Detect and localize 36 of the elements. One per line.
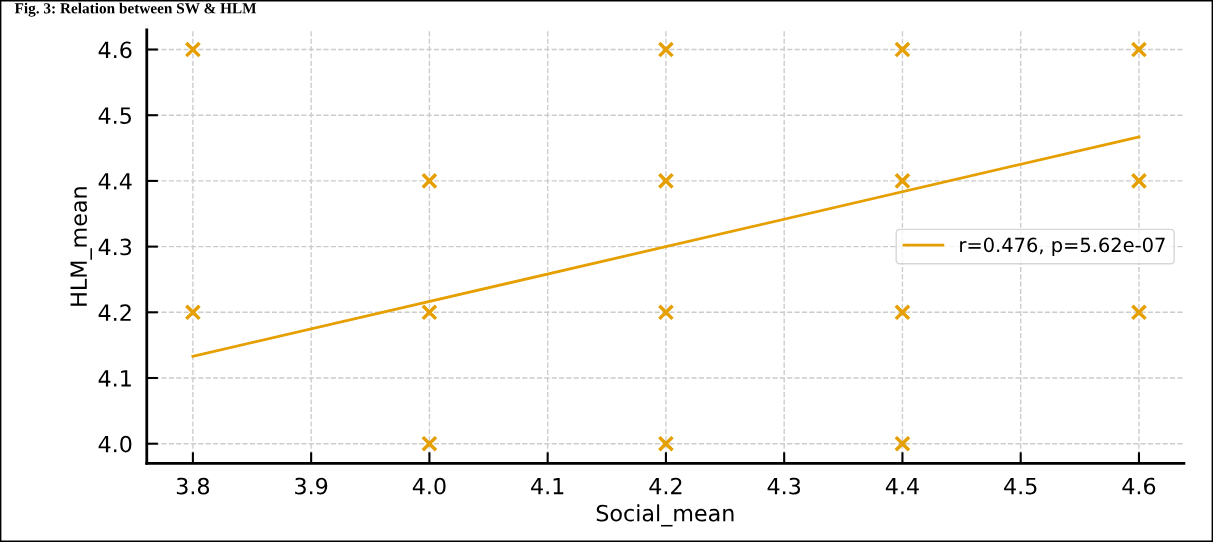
point [657, 172, 675, 190]
point [894, 435, 911, 453]
point [1130, 303, 1148, 321]
point [657, 435, 675, 453]
x-tick-label: 4.4 [885, 477, 919, 495]
point [894, 41, 911, 58]
point [1130, 172, 1148, 190]
x-tick-label: 3.9 [295, 477, 328, 495]
y-tick-label: 4.1 [98, 370, 131, 387]
point [421, 435, 438, 453]
y-axis-title: HLM_mean [70, 187, 92, 306]
point [421, 303, 438, 321]
x-tick-label: 4.5 [1004, 477, 1037, 495]
legend-label: r=0.476, p=5.62e-07 [960, 237, 1165, 257]
point [184, 303, 202, 321]
y-tick-label: 4.4 [98, 173, 132, 190]
point [184, 41, 202, 58]
x-tick-label: 4.0 [412, 477, 446, 495]
x-axis-title: Social_mean [596, 504, 734, 527]
x-tick-label: 4.6 [1122, 477, 1156, 495]
point [894, 303, 911, 321]
point [657, 41, 675, 58]
x-tick-label: 4.3 [767, 477, 801, 495]
x-tick-label: 3.8 [176, 477, 210, 495]
point [657, 303, 675, 321]
point [894, 172, 911, 190]
x-tick-label: 4.1 [531, 477, 564, 495]
y-tick-label: 4.5 [98, 107, 131, 124]
y-tick-label: 4.6 [98, 41, 132, 59]
chart-title: Fig. 3: Relation between SW & HLM [14, 2, 257, 17]
y-tick-label: 4.3 [98, 238, 132, 256]
point [421, 172, 438, 190]
y-tick-label: 4.2 [98, 304, 131, 321]
x-tick-label: 4.2 [649, 477, 682, 495]
y-tick-label: 4.0 [98, 435, 132, 453]
point [1130, 41, 1148, 58]
